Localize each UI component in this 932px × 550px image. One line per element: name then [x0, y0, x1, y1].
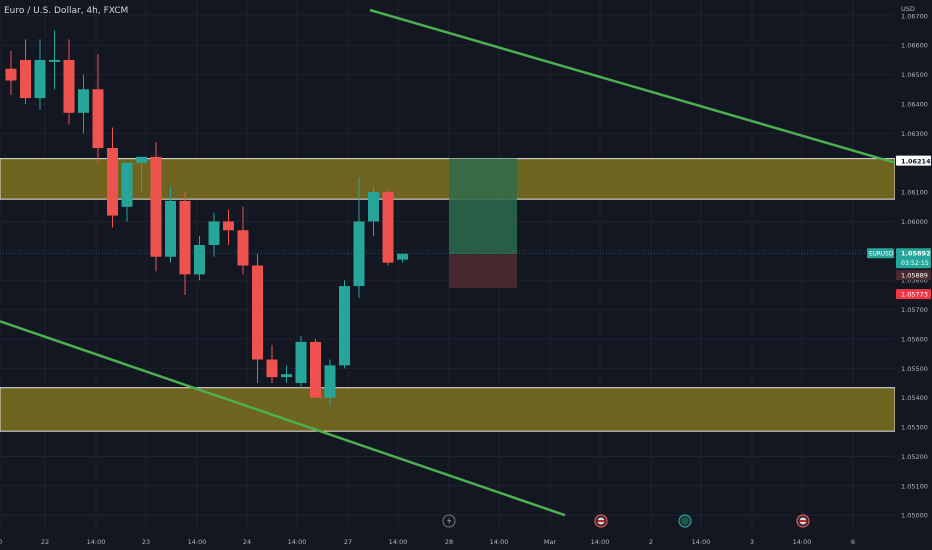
price-tick-label: 1.06700: [901, 12, 928, 20]
candle-body[interactable]: [324, 365, 336, 398]
candle-body[interactable]: [20, 59, 31, 99]
candle-body[interactable]: [295, 341, 307, 384]
stop-price-text: 1.05773: [901, 291, 928, 299]
time-tick-label: 3: [750, 538, 754, 546]
trendline-2[interactable]: [0, 320, 566, 517]
trendline-1[interactable]: [369, 8, 896, 164]
price-tick-label: 1.05000: [901, 512, 928, 520]
price-tick-label: 1.06400: [901, 100, 928, 108]
candle-body[interactable]: [281, 374, 292, 378]
countdown-text: 03:52:15: [901, 260, 929, 267]
time-tick-label: 27: [344, 538, 352, 546]
candle-body[interactable]: [136, 156, 147, 163]
flash-icon-glyph: [447, 517, 452, 525]
candle-body[interactable]: [266, 359, 278, 378]
time-tick-label: 14:00: [793, 538, 812, 546]
candle-body[interactable]: [397, 253, 408, 260]
position-stop-area[interactable]: [449, 254, 517, 289]
last-price-badge[interactable]: [896, 248, 931, 269]
time-tick-label: 14:00: [692, 538, 711, 546]
price-tick-label: 1.05700: [901, 306, 928, 314]
candle-body[interactable]: [237, 230, 249, 266]
time-axis[interactable]: [0, 530, 895, 550]
entry-price-text: 1.05889: [901, 272, 928, 280]
time-tick-label: 28: [445, 538, 453, 546]
candle-body[interactable]: [5, 68, 17, 81]
candle-body[interactable]: [310, 341, 321, 398]
time-tick-label: 14:00: [490, 538, 509, 546]
candle-body[interactable]: [121, 162, 133, 207]
zone-1[interactable]: [0, 158, 896, 200]
price-tick-label: 1.05400: [901, 394, 928, 402]
time-tick-label: 14:00: [188, 538, 207, 546]
time-tick-label: 23: [142, 538, 150, 546]
time-tick-label: 0: [0, 538, 2, 546]
flag-icon-glyph: [681, 517, 689, 525]
candle-body[interactable]: [382, 192, 394, 263]
time-tick-label: 2: [649, 538, 653, 546]
zone-price-badge[interactable]: [896, 155, 931, 166]
price-tick-label: 1.05200: [901, 453, 928, 461]
candle-body[interactable]: [179, 200, 191, 275]
price-tick-label: 1.06300: [901, 130, 928, 138]
time-tick-label: 22: [41, 538, 49, 546]
price-tick-label: 1.05100: [901, 482, 928, 490]
last-price-text: 1.05892: [901, 250, 931, 258]
candle-body[interactable]: [339, 286, 350, 366]
candle-body[interactable]: [150, 156, 162, 257]
price-tick-label: 1.05300: [901, 424, 928, 432]
price-axis-currency: USD: [901, 5, 915, 13]
candle-body[interactable]: [63, 59, 75, 113]
time-tick-label: 14:00: [288, 538, 307, 546]
stop-price-badge[interactable]: [896, 289, 931, 300]
flag-icon-stripe: [597, 520, 605, 522]
candle-body[interactable]: [208, 221, 220, 245]
candle-body[interactable]: [368, 192, 379, 222]
candle-body[interactable]: [223, 221, 234, 231]
price-tick-label: 1.06000: [901, 218, 928, 226]
candle-body[interactable]: [165, 200, 176, 257]
price-tick-label: 1.05800: [901, 277, 928, 285]
price-tick-label: 1.06600: [901, 42, 928, 50]
candle-body[interactable]: [49, 59, 60, 62]
time-tick-label: 24: [243, 538, 251, 546]
symbol-badge[interactable]: [867, 248, 894, 259]
zone-2[interactable]: [0, 387, 896, 432]
candle-body[interactable]: [78, 89, 89, 113]
time-tick-label: 14:00: [87, 538, 106, 546]
time-tick-label: 14:00: [389, 538, 408, 546]
candle-body[interactable]: [353, 221, 365, 287]
flag-icon-stripe: [799, 520, 807, 522]
candle-body[interactable]: [34, 59, 46, 99]
symbol-title[interactable]: Euro / U.S. Dollar, 4h, FXCM: [4, 6, 129, 16]
time-tick-label: Mar: [544, 538, 557, 546]
candle-body[interactable]: [252, 265, 263, 360]
price-tick-label: 1.05600: [901, 335, 928, 343]
candle-body[interactable]: [107, 148, 118, 216]
candle-body[interactable]: [194, 244, 205, 275]
zone-price-badge-text: 1.06214: [901, 158, 931, 166]
price-tick-label: 1.06500: [901, 71, 928, 79]
flash-icon[interactable]: [442, 514, 456, 528]
price-tick-label: 1.06100: [901, 189, 928, 197]
price-tick-label: 1.05500: [901, 365, 928, 373]
time-tick-label: 14:00: [591, 538, 610, 546]
entry-price-badge[interactable]: [896, 270, 931, 281]
symbol-badge-text: EURUSD: [869, 251, 894, 257]
position-target-area[interactable]: [449, 158, 517, 255]
time-tick-label: 6: [851, 538, 855, 546]
candle-body[interactable]: [92, 89, 104, 149]
